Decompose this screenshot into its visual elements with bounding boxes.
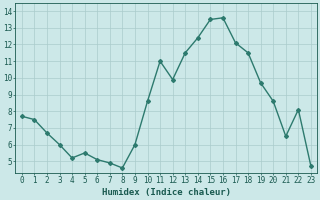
X-axis label: Humidex (Indice chaleur): Humidex (Indice chaleur) xyxy=(102,188,231,197)
